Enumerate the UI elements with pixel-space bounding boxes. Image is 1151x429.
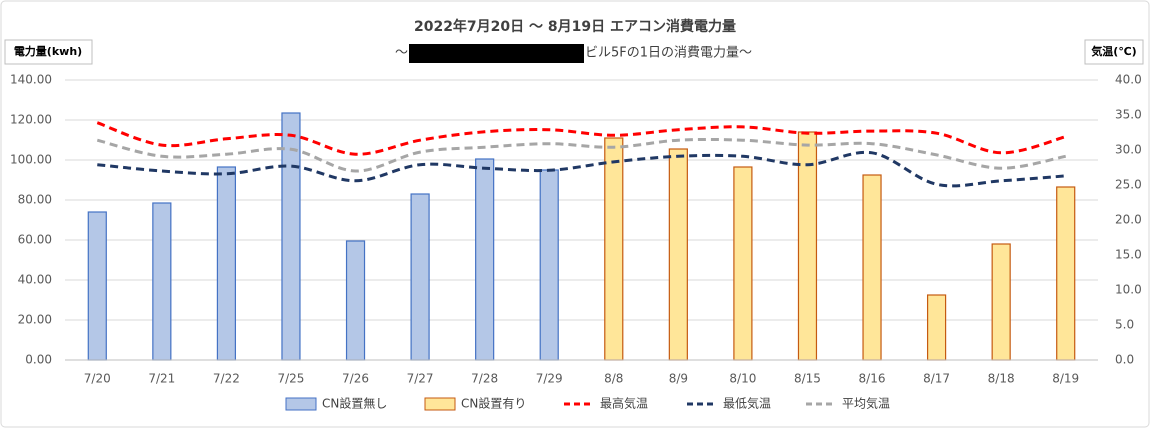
y2-tick-label: 0.0	[1115, 353, 1134, 367]
y2-tick-label: 30.0	[1115, 143, 1142, 157]
x-tick-label: 7/25	[277, 372, 304, 386]
bar	[991, 243, 1011, 361]
x-tick-label: 7/29	[536, 372, 563, 386]
bar	[926, 294, 947, 361]
y-tick-label: 40.00	[18, 273, 52, 287]
y2-tick-label: 15.0	[1115, 248, 1142, 262]
redaction	[409, 44, 584, 63]
y-tick-label: 80.00	[18, 193, 52, 207]
y-tick-label: 20.00	[18, 313, 52, 327]
x-tick-label: 7/21	[148, 372, 175, 386]
x-tick-label: 8/18	[988, 372, 1015, 386]
x-tick-label: 7/26	[342, 372, 369, 386]
line	[96, 137, 1067, 173]
y-axis-label-box	[4, 39, 93, 65]
legend-swatch	[424, 397, 456, 411]
x-tick-label: 8/15	[794, 372, 821, 386]
x-tick-label: 7/28	[471, 372, 498, 386]
y2-tick-label: 40.0	[1115, 73, 1142, 87]
x-tick-label: 7/27	[407, 372, 434, 386]
bar	[862, 174, 882, 361]
chart-title: 2022年7月20日 ～ 8月19日 エアコン消費電力量	[414, 18, 736, 35]
x-tick-label: 8/10	[729, 372, 756, 386]
bar	[475, 158, 495, 361]
y-tick-label: 120.00	[10, 113, 52, 127]
bar	[1056, 186, 1076, 361]
legend-label: CN設置有り	[461, 396, 526, 411]
bar	[152, 202, 172, 361]
chart-subtitle: ～	[395, 46, 408, 61]
legend-label: CN設置無し	[322, 396, 387, 411]
bar	[668, 148, 688, 361]
y2-axis-label: 気温(℃)	[1091, 44, 1136, 58]
y2-axis-label-box	[1084, 39, 1144, 65]
y2-tick-label: 35.0	[1115, 108, 1142, 122]
bar	[216, 166, 237, 361]
bar	[345, 240, 366, 361]
y-axis-label: 電力量(kwh)	[14, 44, 82, 58]
y2-tick-label: 5.0	[1115, 318, 1134, 332]
x-tick-label: 8/16	[859, 372, 886, 386]
y-tick-label: 100.00	[10, 153, 52, 167]
bar	[604, 137, 624, 361]
bar	[733, 166, 753, 361]
x-tick-label: 8/17	[923, 372, 950, 386]
line	[97, 150, 1066, 188]
legend-swatch	[285, 397, 317, 411]
bar	[410, 193, 430, 361]
bar	[539, 169, 559, 361]
y-tick-label: 0.00	[25, 353, 52, 367]
legend-label: 最高気温	[600, 396, 648, 411]
y2-tick-label: 20.0	[1115, 213, 1142, 227]
x-tick-label: 8/19	[1052, 372, 1079, 386]
x-tick-label: 7/22	[213, 372, 240, 386]
y2-tick-label: 10.0	[1115, 283, 1142, 297]
line	[96, 121, 1067, 156]
legend-label: 最低気温	[723, 396, 771, 411]
x-tick-label: 7/20	[84, 372, 111, 386]
legend-label: 平均気温	[842, 396, 890, 411]
bar	[87, 211, 107, 361]
x-tick-label: 8/8	[604, 372, 623, 386]
x-tick-label: 8/9	[669, 372, 688, 386]
y-tick-label: 140.00	[10, 73, 52, 87]
y-tick-label: 60.00	[18, 233, 52, 247]
y2-tick-label: 25.0	[1115, 178, 1142, 192]
chart-subtitle: ビル5Fの1日の消費電力量～	[585, 46, 752, 61]
